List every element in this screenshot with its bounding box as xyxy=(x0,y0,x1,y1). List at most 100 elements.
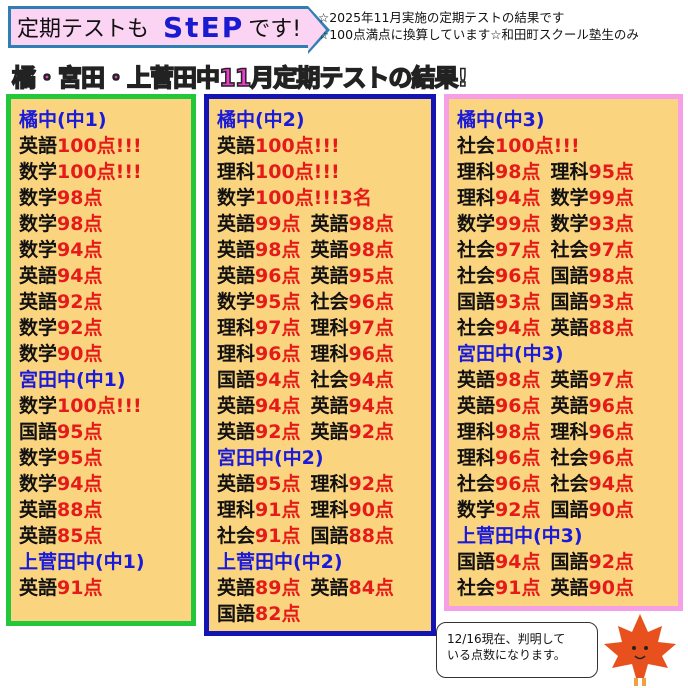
score-row: 英語91点 xyxy=(19,575,191,601)
subject: 英語 xyxy=(217,213,256,235)
bubble-line: いる点数になります。 xyxy=(447,648,566,662)
score-row: 英語88点 xyxy=(19,497,191,523)
score: 95点 xyxy=(57,421,103,443)
score: 93点 xyxy=(495,291,541,313)
subject: 国語 xyxy=(217,603,256,625)
bubble-line: 12/16現在、判明して xyxy=(447,632,566,646)
score: 97点 xyxy=(348,317,394,339)
score: 94点 xyxy=(57,239,103,261)
score-row: 数学98点 xyxy=(19,211,191,237)
step-logo: StEP xyxy=(163,10,245,44)
score-row: 英語100点!!! xyxy=(217,133,431,159)
score: 98点 xyxy=(348,213,394,235)
subject: 理科 xyxy=(310,343,349,365)
school-header: 宮田中(中3) xyxy=(457,343,564,365)
score: 94点 xyxy=(348,369,394,391)
subject: 理科 xyxy=(310,499,349,521)
score: 94点 xyxy=(57,265,103,287)
score-row: 理科97点 理科97点 xyxy=(217,315,431,341)
score-row: 数学90点 xyxy=(19,341,191,367)
subject: 社会 xyxy=(457,473,496,495)
subject: 社会 xyxy=(457,265,496,287)
subject: 数学 xyxy=(19,395,58,417)
score-row: 英語98点 英語97点 xyxy=(457,367,678,393)
score-row: 国語94点 国語92点 xyxy=(457,549,678,575)
subject: 理科 xyxy=(217,343,256,365)
subject: 社会 xyxy=(457,577,496,599)
score: 90点 xyxy=(348,499,394,521)
subject: 英語 xyxy=(217,135,256,157)
subject: 社会 xyxy=(550,473,589,495)
subject: 英語 xyxy=(550,317,589,339)
score: 96点 xyxy=(348,291,394,313)
subject: 英語 xyxy=(19,525,58,547)
score: 98点 xyxy=(57,213,103,235)
score: 96点 xyxy=(495,473,541,495)
score-row: 英語100点!!! xyxy=(19,133,191,159)
score: 88点 xyxy=(588,317,634,339)
note-line: ☆2025年11月実施の定期テストの結果です xyxy=(318,10,565,25)
score: 85点 xyxy=(57,525,103,547)
subject: 数学 xyxy=(457,213,496,235)
school-header: 橘中(中1) xyxy=(19,109,107,131)
step-banner: 定期テストも StEP です! xyxy=(8,6,330,54)
score-row: 社会97点 社会97点 xyxy=(457,237,678,263)
subject: 理科 xyxy=(217,161,256,183)
score-row: 数学100点!!! xyxy=(19,159,191,185)
score: 94点 xyxy=(588,473,634,495)
score: 88点 xyxy=(348,525,394,547)
subject: 数学 xyxy=(550,187,589,209)
subject: 社会 xyxy=(217,525,256,547)
maple-leaf-mascot-icon xyxy=(604,614,676,686)
score: 100点!!! xyxy=(57,135,142,157)
score: 97点 xyxy=(588,369,634,391)
score: 96点 xyxy=(588,395,634,417)
score: 96点 xyxy=(495,395,541,417)
score: 95点 xyxy=(255,473,301,495)
score: 92点 xyxy=(348,473,394,495)
score: 93点 xyxy=(588,213,634,235)
subject: 理科 xyxy=(217,317,256,339)
subject: 英語 xyxy=(217,577,256,599)
score: 91点 xyxy=(255,499,301,521)
score-row: 英語96点 英語96点 xyxy=(457,393,678,419)
score: 100点!!! xyxy=(255,135,340,157)
subject: 英語 xyxy=(217,395,256,417)
subject: 理科 xyxy=(457,447,496,469)
score: 96点 xyxy=(588,421,634,443)
subject: 数学 xyxy=(217,291,256,313)
score: 92点 xyxy=(588,551,634,573)
score: 97点 xyxy=(588,239,634,261)
subject: 国語 xyxy=(457,291,496,313)
score: 94点 xyxy=(348,395,394,417)
score: 88点 xyxy=(57,499,103,521)
score: 93点 xyxy=(588,291,634,313)
score: 95点 xyxy=(348,265,394,287)
score-row: 理科98点 理科95点 xyxy=(457,159,678,185)
subject: 数学 xyxy=(217,187,256,209)
score: 94点 xyxy=(495,187,541,209)
subject: 数学 xyxy=(19,239,58,261)
subject: 英語 xyxy=(550,395,589,417)
school-header: 上菅田中(中1) xyxy=(19,551,145,573)
subject: 英語 xyxy=(19,265,58,287)
score-row: 理科96点 理科96点 xyxy=(217,341,431,367)
notes: ☆2025年11月実施の定期テストの結果です ☆100点満点に換算しています☆和… xyxy=(318,9,639,43)
score: 96点 xyxy=(495,265,541,287)
score-row: 理科96点 社会96点 xyxy=(457,445,678,471)
subject: 社会 xyxy=(310,291,349,313)
banner-prefix: 定期テストも xyxy=(17,17,150,42)
score-row: 英語92点 英語92点 xyxy=(217,419,431,445)
subject: 国語 xyxy=(457,551,496,573)
score: 82点 xyxy=(255,603,301,625)
score: 84点 xyxy=(348,577,394,599)
score: 90点 xyxy=(57,343,103,365)
headline-main: 橘・宮田・上菅田中11月定期テスト xyxy=(11,63,390,93)
score-row: 社会96点 国語98点 xyxy=(457,263,678,289)
subject: 英語 xyxy=(550,577,589,599)
subject: 英語 xyxy=(19,499,58,521)
school-header: 橘中(中2) xyxy=(217,109,305,131)
score-row: 国語93点 国語93点 xyxy=(457,289,678,315)
score-row: 英語98点 英語98点 xyxy=(217,237,431,263)
subject: 国語 xyxy=(550,551,589,573)
